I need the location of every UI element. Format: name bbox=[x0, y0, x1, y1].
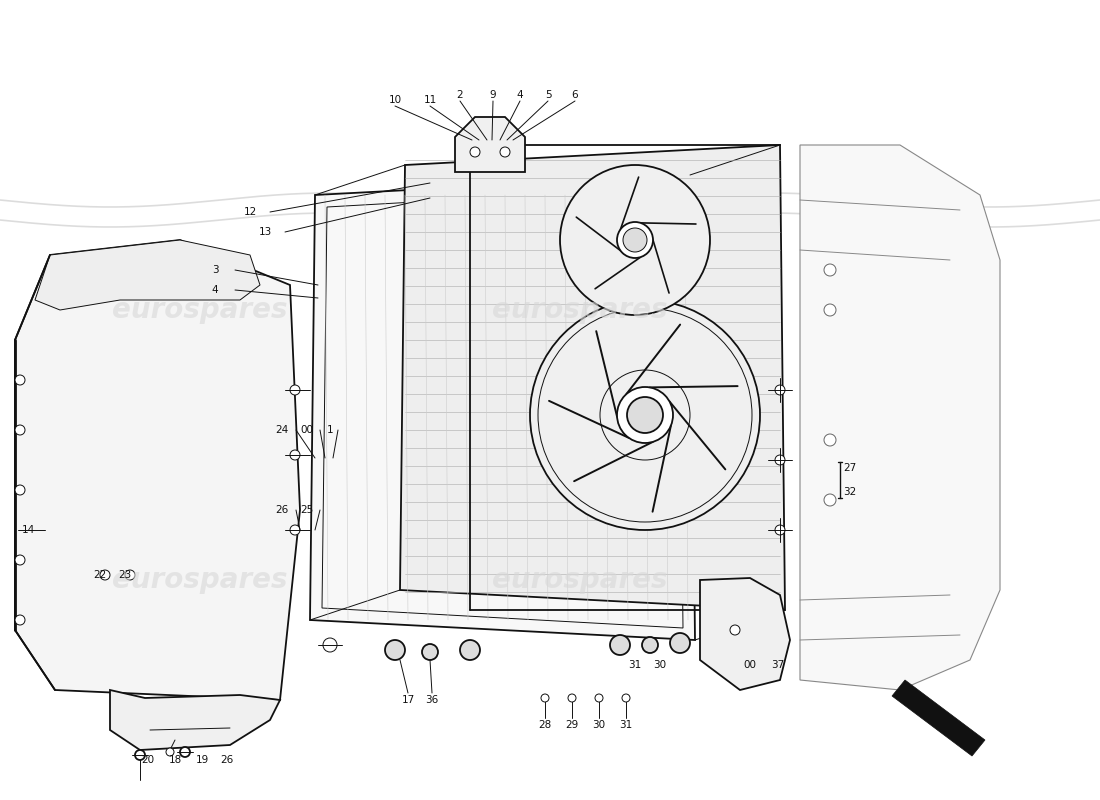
Text: 13: 13 bbox=[258, 227, 272, 237]
Text: 00: 00 bbox=[744, 660, 757, 670]
Text: eurospares: eurospares bbox=[112, 566, 288, 594]
Circle shape bbox=[824, 264, 836, 276]
Circle shape bbox=[100, 570, 110, 580]
Polygon shape bbox=[310, 175, 695, 640]
Circle shape bbox=[323, 638, 337, 652]
Polygon shape bbox=[400, 145, 785, 610]
Text: 26: 26 bbox=[275, 505, 288, 515]
Text: 29: 29 bbox=[565, 720, 579, 730]
Circle shape bbox=[610, 635, 630, 655]
Text: 4: 4 bbox=[211, 285, 218, 295]
Circle shape bbox=[824, 434, 836, 446]
Text: 9: 9 bbox=[490, 90, 496, 100]
Text: eurospares: eurospares bbox=[493, 566, 668, 594]
Polygon shape bbox=[110, 690, 280, 750]
Circle shape bbox=[15, 485, 25, 495]
Circle shape bbox=[617, 222, 653, 258]
Text: 31: 31 bbox=[619, 720, 632, 730]
Polygon shape bbox=[35, 240, 260, 310]
Circle shape bbox=[460, 640, 480, 660]
Text: 14: 14 bbox=[22, 525, 35, 535]
Text: 30: 30 bbox=[593, 720, 606, 730]
Text: 4: 4 bbox=[517, 90, 524, 100]
Text: eurospares: eurospares bbox=[112, 296, 288, 324]
Circle shape bbox=[730, 625, 740, 635]
Circle shape bbox=[776, 455, 785, 465]
Circle shape bbox=[560, 165, 710, 315]
Text: 1: 1 bbox=[327, 425, 333, 435]
Text: 32: 32 bbox=[844, 487, 857, 497]
Circle shape bbox=[595, 694, 603, 702]
Text: 2: 2 bbox=[456, 90, 463, 100]
Text: 27: 27 bbox=[844, 463, 857, 473]
Text: 28: 28 bbox=[538, 720, 551, 730]
Circle shape bbox=[568, 694, 576, 702]
Text: 25: 25 bbox=[300, 505, 313, 515]
Circle shape bbox=[470, 147, 480, 157]
Circle shape bbox=[422, 644, 438, 660]
Polygon shape bbox=[700, 578, 790, 690]
Circle shape bbox=[541, 694, 549, 702]
Circle shape bbox=[290, 525, 300, 535]
Text: 00: 00 bbox=[300, 425, 313, 435]
Text: 3: 3 bbox=[211, 265, 218, 275]
Text: 24: 24 bbox=[275, 425, 288, 435]
Circle shape bbox=[627, 397, 663, 433]
Circle shape bbox=[824, 304, 836, 316]
Circle shape bbox=[166, 748, 174, 756]
Circle shape bbox=[776, 525, 785, 535]
Text: 30: 30 bbox=[653, 660, 667, 670]
Text: 12: 12 bbox=[243, 207, 256, 217]
Circle shape bbox=[180, 747, 190, 757]
Circle shape bbox=[530, 300, 760, 530]
Text: 10: 10 bbox=[388, 95, 401, 105]
Text: 20: 20 bbox=[142, 755, 155, 765]
Circle shape bbox=[15, 375, 25, 385]
Text: 6: 6 bbox=[572, 90, 579, 100]
Text: 36: 36 bbox=[426, 695, 439, 705]
Text: 23: 23 bbox=[119, 570, 132, 580]
Circle shape bbox=[500, 147, 510, 157]
Text: 19: 19 bbox=[196, 755, 209, 765]
Circle shape bbox=[824, 494, 836, 506]
Circle shape bbox=[385, 640, 405, 660]
Circle shape bbox=[125, 570, 135, 580]
Circle shape bbox=[290, 385, 300, 395]
Circle shape bbox=[621, 694, 630, 702]
Polygon shape bbox=[15, 240, 300, 700]
Text: 18: 18 bbox=[168, 755, 182, 765]
Text: 31: 31 bbox=[628, 660, 641, 670]
Circle shape bbox=[15, 555, 25, 565]
Polygon shape bbox=[455, 117, 525, 172]
Text: 26: 26 bbox=[220, 755, 233, 765]
Polygon shape bbox=[800, 145, 1000, 690]
Circle shape bbox=[617, 387, 673, 443]
Circle shape bbox=[670, 633, 690, 653]
Circle shape bbox=[623, 228, 647, 252]
Text: 5: 5 bbox=[544, 90, 551, 100]
Circle shape bbox=[776, 385, 785, 395]
Text: eurospares: eurospares bbox=[493, 296, 668, 324]
Circle shape bbox=[15, 615, 25, 625]
Text: 17: 17 bbox=[402, 695, 415, 705]
Circle shape bbox=[135, 750, 145, 760]
Text: 37: 37 bbox=[771, 660, 784, 670]
Text: 22: 22 bbox=[94, 570, 107, 580]
Polygon shape bbox=[892, 680, 984, 756]
Text: 11: 11 bbox=[424, 95, 437, 105]
Circle shape bbox=[290, 450, 300, 460]
Polygon shape bbox=[30, 345, 260, 630]
Circle shape bbox=[15, 425, 25, 435]
Circle shape bbox=[642, 637, 658, 653]
